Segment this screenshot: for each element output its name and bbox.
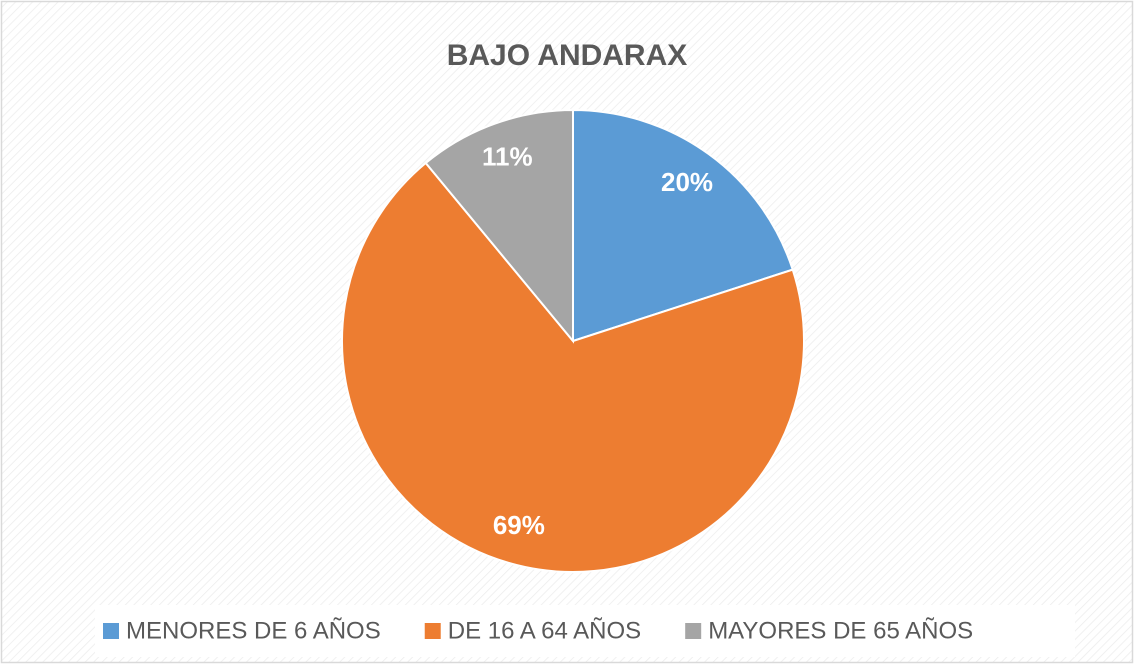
- legend-swatch: [685, 623, 702, 639]
- legend-swatch: [424, 623, 441, 639]
- chart-title: BAJO ANDARAX: [447, 39, 688, 72]
- pie-slice: [341, 161, 805, 573]
- legend-swatch: [103, 623, 119, 639]
- pie-slice: [424, 108, 574, 344]
- pie-slice: [572, 108, 794, 343]
- legend-label: MAYORES DE 65 AÑOS: [708, 617, 973, 644]
- data-label: 69%: [493, 510, 545, 540]
- legend-label: MENORES DE 6 AÑOS: [126, 617, 381, 644]
- data-label: 20%: [661, 167, 713, 197]
- legend-box: [95, 605, 1075, 657]
- legend-label: DE 16 A 64 AÑOS: [448, 617, 641, 644]
- data-label: 11%: [482, 141, 533, 171]
